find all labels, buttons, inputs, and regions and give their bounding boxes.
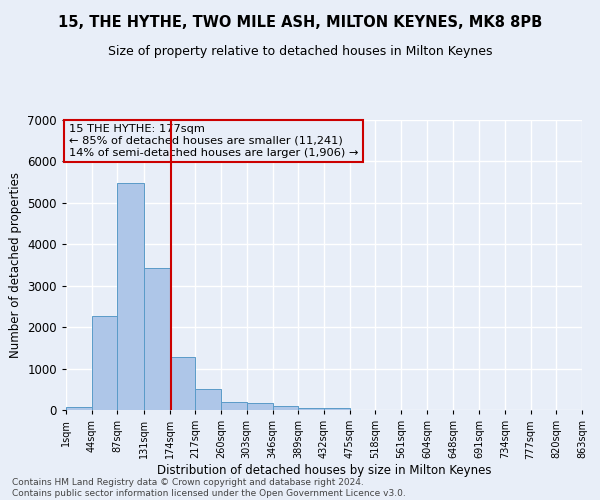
- Text: Size of property relative to detached houses in Milton Keynes: Size of property relative to detached ho…: [108, 45, 492, 58]
- Text: 15, THE HYTHE, TWO MILE ASH, MILTON KEYNES, MK8 8PB: 15, THE HYTHE, TWO MILE ASH, MILTON KEYN…: [58, 15, 542, 30]
- Bar: [247, 403, 272, 410]
- X-axis label: Distribution of detached houses by size in Milton Keynes: Distribution of detached houses by size …: [157, 464, 491, 477]
- Bar: [92, 316, 118, 410]
- Bar: [118, 182, 144, 410]
- Bar: [144, 268, 170, 410]
- Text: 15 THE HYTHE: 177sqm
← 85% of detached houses are smaller (11,241)
14% of semi-d: 15 THE HYTHE: 177sqm ← 85% of detached h…: [68, 124, 358, 158]
- Bar: [272, 406, 298, 410]
- Bar: [221, 402, 247, 410]
- Bar: [324, 408, 350, 410]
- Bar: [298, 408, 324, 410]
- Bar: [66, 407, 92, 410]
- Bar: [170, 356, 195, 410]
- Text: Contains HM Land Registry data © Crown copyright and database right 2024.
Contai: Contains HM Land Registry data © Crown c…: [12, 478, 406, 498]
- Y-axis label: Number of detached properties: Number of detached properties: [9, 172, 22, 358]
- Bar: [195, 390, 221, 410]
